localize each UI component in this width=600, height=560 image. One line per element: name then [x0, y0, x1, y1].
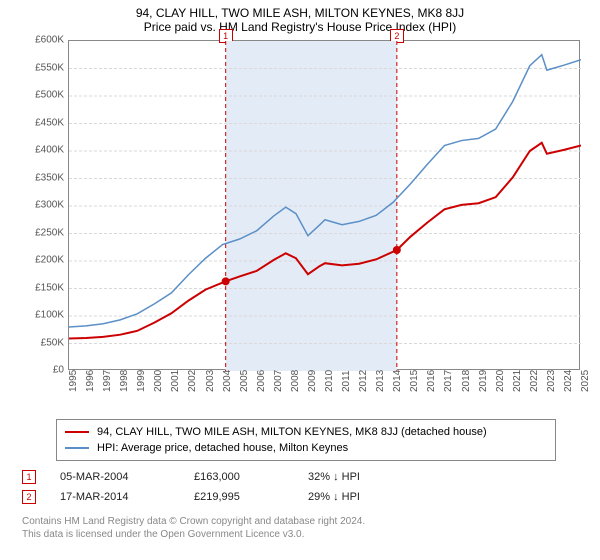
- event-price: £219,995: [194, 491, 284, 503]
- legend-label: 94, CLAY HILL, TWO MILE ASH, MILTON KEYN…: [97, 426, 487, 438]
- y-tick-label: £150K: [20, 282, 64, 293]
- event-row: 2 17-MAR-2014 £219,995 29% ↓ HPI: [22, 487, 592, 507]
- event-number-box: 1: [22, 470, 36, 484]
- y-tick-label: £200K: [20, 255, 64, 266]
- event-number-box: 2: [22, 490, 36, 504]
- y-tick-label: £350K: [20, 172, 64, 183]
- footnote-line: Contains HM Land Registry data © Crown c…: [22, 515, 592, 528]
- event-date: 05-MAR-2004: [60, 471, 170, 483]
- page-title: 94, CLAY HILL, TWO MILE ASH, MILTON KEYN…: [8, 6, 592, 20]
- event-price: £163,000: [194, 471, 284, 483]
- event-row: 1 05-MAR-2004 £163,000 32% ↓ HPI: [22, 467, 592, 487]
- legend-item: HPI: Average price, detached house, Milt…: [65, 440, 547, 456]
- y-tick-label: £500K: [20, 90, 64, 101]
- price-chart: 12 £0 £50K £100K £150K £200K £250K £300K £350K £…: [20, 40, 580, 415]
- event-delta: 32% ↓ HPI: [308, 471, 360, 483]
- legend-swatch: [65, 447, 89, 449]
- page-subtitle: Price paid vs. HM Land Registry's House …: [8, 20, 592, 34]
- event-list: 1 05-MAR-2004 £163,000 32% ↓ HPI 2 17-MAR-201…: [22, 467, 592, 507]
- y-tick-label: £600K: [20, 35, 64, 46]
- footnote: Contains HM Land Registry data © Crown c…: [22, 515, 592, 541]
- y-tick-label: £450K: [20, 117, 64, 128]
- y-tick-label: £400K: [20, 145, 64, 156]
- legend-swatch: [65, 431, 89, 433]
- plot-area: 12: [68, 40, 580, 370]
- event-delta: 29% ↓ HPI: [308, 491, 360, 503]
- event-date: 17-MAR-2014: [60, 491, 170, 503]
- legend-item: 94, CLAY HILL, TWO MILE ASH, MILTON KEYN…: [65, 424, 547, 440]
- y-tick-label: £0: [20, 365, 64, 376]
- y-tick-label: £300K: [20, 200, 64, 211]
- x-tick-label: 2025: [580, 370, 600, 392]
- footnote-line: This data is licensed under the Open Gov…: [22, 528, 592, 541]
- y-tick-label: £100K: [20, 310, 64, 321]
- y-tick-label: £550K: [20, 62, 64, 73]
- legend-label: HPI: Average price, detached house, Milt…: [97, 442, 348, 454]
- y-tick-label: £250K: [20, 227, 64, 238]
- legend: 94, CLAY HILL, TWO MILE ASH, MILTON KEYN…: [56, 419, 556, 461]
- y-tick-label: £50K: [20, 337, 64, 348]
